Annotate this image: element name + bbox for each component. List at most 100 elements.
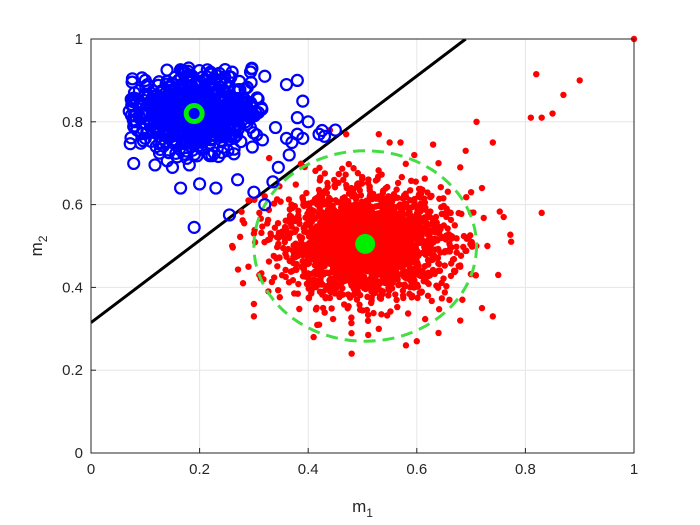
red-point bbox=[368, 211, 376, 219]
red-point bbox=[453, 243, 460, 250]
red-point bbox=[453, 249, 460, 256]
red-point bbox=[377, 233, 385, 241]
red-point bbox=[310, 235, 317, 242]
red-point bbox=[378, 311, 385, 318]
series-red-points bbox=[228, 35, 638, 357]
red-point bbox=[297, 160, 305, 167]
red-point bbox=[289, 204, 296, 212]
centroid-ring-marker bbox=[183, 103, 205, 125]
red-point bbox=[399, 270, 406, 277]
blue-point bbox=[328, 123, 342, 137]
red-point bbox=[238, 208, 245, 215]
red-point bbox=[386, 139, 393, 146]
red-point bbox=[336, 290, 344, 297]
red-point bbox=[413, 251, 421, 259]
plot-area bbox=[91, 35, 638, 357]
red-point bbox=[415, 185, 423, 193]
red-point bbox=[304, 248, 311, 256]
red-point bbox=[389, 279, 397, 286]
red-point bbox=[335, 179, 342, 187]
blue-point bbox=[301, 115, 315, 129]
red-point bbox=[316, 197, 324, 205]
blue-point bbox=[258, 198, 272, 212]
blue-point bbox=[204, 93, 218, 108]
red-point bbox=[449, 256, 457, 263]
red-point bbox=[422, 251, 429, 258]
blue-point bbox=[279, 131, 294, 145]
red-point bbox=[335, 269, 342, 276]
blue-point bbox=[136, 134, 150, 148]
red-point bbox=[340, 176, 347, 183]
red-point bbox=[349, 239, 357, 247]
blue-point bbox=[245, 62, 259, 76]
red-point bbox=[457, 263, 464, 270]
blue-point bbox=[216, 119, 230, 133]
red-point bbox=[386, 193, 394, 201]
red-point bbox=[392, 237, 400, 244]
red-point bbox=[265, 154, 273, 162]
blue-point bbox=[225, 65, 239, 79]
red-point bbox=[320, 253, 327, 260]
red-point bbox=[500, 213, 507, 221]
red-point bbox=[297, 243, 305, 251]
red-point bbox=[250, 313, 258, 320]
y-tick-label: 0.4 bbox=[62, 279, 83, 296]
blue-point bbox=[290, 73, 304, 88]
red-point bbox=[377, 295, 385, 302]
red-point bbox=[354, 211, 361, 218]
red-point bbox=[301, 226, 308, 233]
red-point bbox=[274, 286, 282, 294]
red-point bbox=[348, 314, 355, 321]
red-point bbox=[364, 280, 371, 288]
red-point bbox=[375, 325, 382, 332]
red-point bbox=[400, 282, 408, 289]
red-point bbox=[372, 203, 379, 210]
red-point bbox=[458, 210, 465, 218]
blue-point bbox=[182, 158, 196, 172]
red-point bbox=[283, 253, 290, 260]
blue-point bbox=[193, 177, 207, 191]
red-point bbox=[389, 208, 397, 215]
red-point bbox=[538, 209, 545, 217]
red-point bbox=[428, 256, 435, 264]
red-point bbox=[384, 272, 391, 279]
red-point bbox=[370, 288, 378, 296]
red-point bbox=[390, 203, 397, 210]
red-point bbox=[392, 267, 400, 275]
blue-point bbox=[245, 140, 259, 154]
red-point bbox=[408, 292, 416, 299]
red-point bbox=[428, 297, 435, 305]
red-point bbox=[329, 276, 336, 283]
red-point bbox=[328, 305, 335, 312]
red-point bbox=[310, 333, 317, 341]
red-point bbox=[348, 193, 356, 200]
red-point bbox=[245, 263, 252, 270]
red-point bbox=[345, 160, 352, 168]
red-point bbox=[489, 139, 497, 146]
red-point bbox=[355, 216, 362, 224]
red-point bbox=[373, 240, 381, 248]
red-point bbox=[429, 216, 437, 224]
red-point bbox=[378, 221, 385, 229]
blue-point bbox=[200, 126, 214, 140]
red-point bbox=[413, 262, 420, 269]
x-tick-label: 0.2 bbox=[189, 461, 210, 478]
blue-point bbox=[227, 142, 241, 156]
red-point bbox=[480, 214, 487, 222]
x-tick-label: 0.4 bbox=[298, 461, 319, 478]
red-point bbox=[295, 280, 302, 288]
blue-point bbox=[209, 181, 223, 195]
red-point bbox=[427, 236, 435, 243]
centroids bbox=[183, 103, 376, 254]
red-point bbox=[298, 234, 306, 242]
red-point bbox=[549, 110, 556, 117]
y-tick-label: 0.6 bbox=[62, 197, 83, 214]
red-point bbox=[394, 230, 401, 237]
red-point bbox=[345, 303, 352, 310]
blue-point bbox=[296, 131, 310, 145]
red-point bbox=[452, 267, 459, 275]
red-point bbox=[340, 233, 347, 240]
red-point bbox=[444, 188, 452, 195]
red-point bbox=[434, 254, 442, 262]
blue-point bbox=[127, 119, 141, 134]
